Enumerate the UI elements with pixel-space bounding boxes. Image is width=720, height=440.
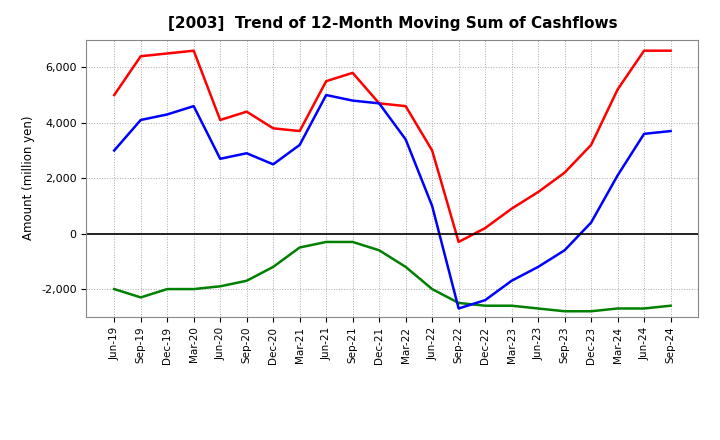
- Operating Cashflow: [587, 142, 595, 147]
- Operating Cashflow: [348, 70, 357, 76]
- Free Cashflow: [269, 161, 277, 167]
- Operating Cashflow: [640, 48, 649, 53]
- Free Cashflow: [508, 278, 516, 283]
- Investing Cashflow: [454, 300, 463, 305]
- Investing Cashflow: [560, 308, 569, 314]
- Free Cashflow: [454, 306, 463, 311]
- Operating Cashflow: [322, 78, 330, 84]
- Investing Cashflow: [375, 248, 384, 253]
- Free Cashflow: [189, 103, 198, 109]
- Free Cashflow: [136, 117, 145, 123]
- Free Cashflow: [428, 203, 436, 209]
- Operating Cashflow: [454, 239, 463, 245]
- Free Cashflow: [481, 297, 490, 303]
- Operating Cashflow: [189, 48, 198, 53]
- Free Cashflow: [163, 112, 171, 117]
- Operating Cashflow: [295, 128, 304, 134]
- Investing Cashflow: [243, 278, 251, 283]
- Operating Cashflow: [216, 117, 225, 123]
- Free Cashflow: [243, 150, 251, 156]
- Operating Cashflow: [163, 51, 171, 56]
- Investing Cashflow: [481, 303, 490, 308]
- Operating Cashflow: [375, 101, 384, 106]
- Operating Cashflow: [401, 103, 410, 109]
- Operating Cashflow: [666, 48, 675, 53]
- Operating Cashflow: [534, 189, 542, 194]
- Line: Investing Cashflow: Investing Cashflow: [114, 242, 670, 311]
- Investing Cashflow: [534, 306, 542, 311]
- Line: Operating Cashflow: Operating Cashflow: [114, 51, 670, 242]
- Free Cashflow: [560, 248, 569, 253]
- Investing Cashflow: [189, 286, 198, 292]
- Investing Cashflow: [163, 286, 171, 292]
- Investing Cashflow: [295, 245, 304, 250]
- Free Cashflow: [216, 156, 225, 161]
- Free Cashflow: [322, 92, 330, 98]
- Line: Free Cashflow: Free Cashflow: [114, 95, 670, 308]
- Investing Cashflow: [216, 284, 225, 289]
- Investing Cashflow: [640, 306, 649, 311]
- Operating Cashflow: [136, 54, 145, 59]
- Title: [2003]  Trend of 12-Month Moving Sum of Cashflows: [2003] Trend of 12-Month Moving Sum of C…: [168, 16, 617, 32]
- Investing Cashflow: [136, 295, 145, 300]
- Investing Cashflow: [587, 308, 595, 314]
- Operating Cashflow: [110, 92, 119, 98]
- Operating Cashflow: [243, 109, 251, 114]
- Free Cashflow: [613, 173, 622, 178]
- Operating Cashflow: [428, 148, 436, 153]
- Free Cashflow: [666, 128, 675, 134]
- Operating Cashflow: [560, 170, 569, 175]
- Operating Cashflow: [481, 225, 490, 231]
- Investing Cashflow: [613, 306, 622, 311]
- Operating Cashflow: [269, 126, 277, 131]
- Free Cashflow: [640, 131, 649, 136]
- Investing Cashflow: [401, 264, 410, 270]
- Investing Cashflow: [666, 303, 675, 308]
- Investing Cashflow: [428, 286, 436, 292]
- Investing Cashflow: [110, 286, 119, 292]
- Free Cashflow: [110, 148, 119, 153]
- Free Cashflow: [401, 137, 410, 142]
- Y-axis label: Amount (million yen): Amount (million yen): [22, 116, 35, 240]
- Free Cashflow: [587, 220, 595, 225]
- Investing Cashflow: [269, 264, 277, 270]
- Free Cashflow: [295, 142, 304, 147]
- Operating Cashflow: [508, 206, 516, 211]
- Operating Cashflow: [613, 87, 622, 92]
- Investing Cashflow: [322, 239, 330, 245]
- Free Cashflow: [348, 98, 357, 103]
- Free Cashflow: [534, 264, 542, 270]
- Investing Cashflow: [348, 239, 357, 245]
- Free Cashflow: [375, 101, 384, 106]
- Investing Cashflow: [508, 303, 516, 308]
